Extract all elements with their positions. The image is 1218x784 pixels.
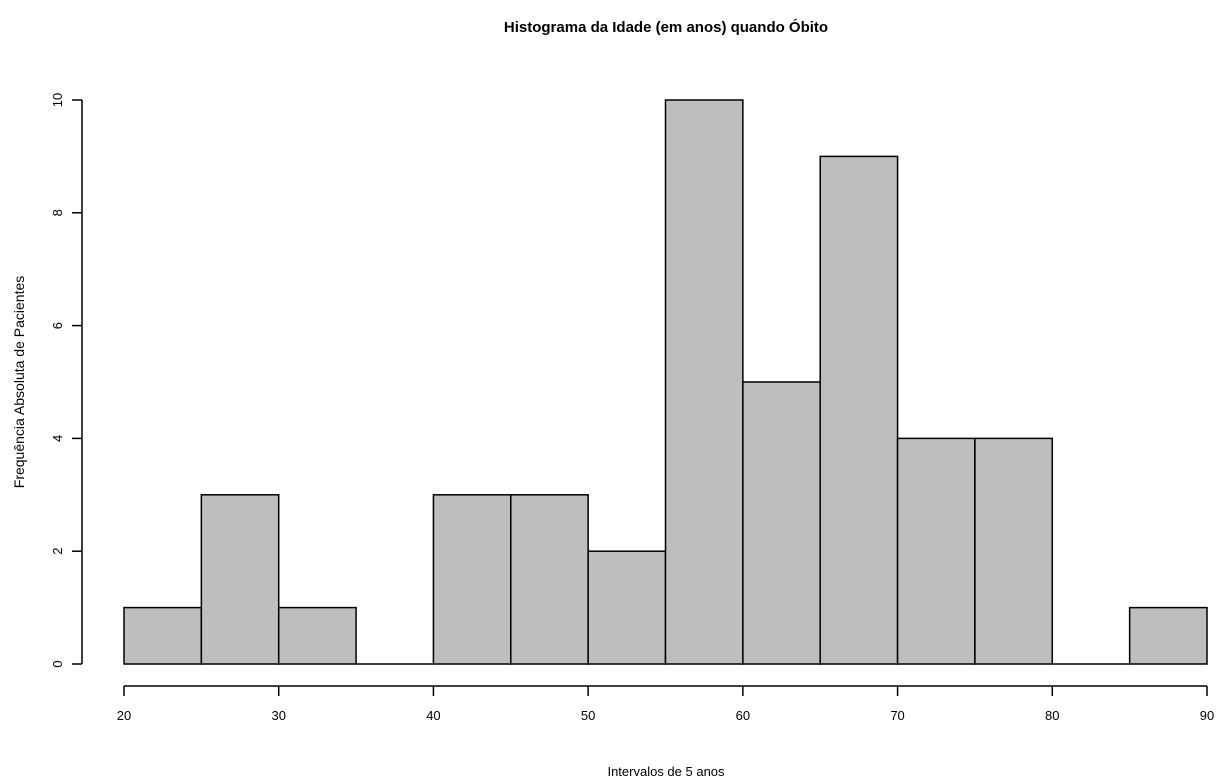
y-axis-label: Frequência Absoluta de Pacientes bbox=[11, 276, 27, 488]
y-tick-label: 0 bbox=[50, 660, 65, 667]
x-tick-label: 30 bbox=[271, 708, 285, 723]
histogram-bar-55-60 bbox=[664, 99, 744, 665]
histogram-bar-70-75 bbox=[896, 437, 976, 665]
y-tick-label: 4 bbox=[50, 435, 65, 442]
y-tick-label: 6 bbox=[50, 322, 65, 329]
histogram-bar-30-35 bbox=[277, 606, 357, 665]
histogram-bar-60-65 bbox=[742, 381, 821, 665]
chart-title: Histograma da Idade (em anos) quando Óbi… bbox=[504, 18, 828, 36]
histogram-bar-75-80 bbox=[974, 437, 1054, 665]
y-axis: 0 2 4 6 8 10 bbox=[50, 93, 83, 668]
histogram-bars bbox=[123, 99, 1208, 665]
histogram-bar-25-30 bbox=[200, 494, 280, 665]
x-tick-label: 90 bbox=[1200, 708, 1214, 723]
histogram-bar-20-25 bbox=[123, 606, 203, 665]
histogram-bar-40-45 bbox=[432, 494, 512, 665]
x-tick-label: 20 bbox=[117, 708, 131, 723]
x-tick-label: 70 bbox=[890, 708, 904, 723]
y-tick-label: 2 bbox=[50, 548, 65, 555]
x-tick-label: 80 bbox=[1045, 708, 1059, 723]
histogram-bar-85-90 bbox=[1128, 606, 1208, 665]
x-tick-label: 50 bbox=[581, 708, 595, 723]
x-axis: 20 30 40 50 60 70 80 90 bbox=[117, 685, 1214, 723]
histogram-bar-45-50 bbox=[510, 494, 589, 665]
x-tick-label: 40 bbox=[426, 708, 440, 723]
histogram-bar-65-70 bbox=[819, 155, 899, 665]
x-tick-label: 60 bbox=[736, 708, 750, 723]
y-tick-label: 8 bbox=[50, 209, 65, 216]
y-tick-label: 10 bbox=[50, 93, 65, 107]
x-axis-label: Intervalos de 5 anos bbox=[607, 764, 725, 779]
histogram-bar-50-55 bbox=[587, 550, 667, 665]
